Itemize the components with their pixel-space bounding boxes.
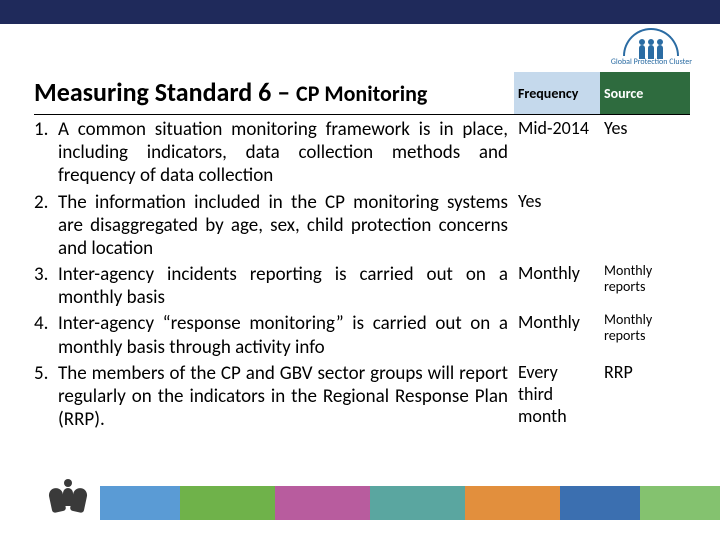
table-row: 2.The information included in the CP mon… <box>34 188 690 261</box>
src-cell: Yes <box>600 115 690 188</box>
freq-cell: Every third month <box>514 359 600 432</box>
table-body: 1.A common situation monitoring framewor… <box>34 115 690 432</box>
title-main: Measuring Standard 6 <box>34 76 271 108</box>
footer-color-strip <box>100 486 720 520</box>
freq-cell: Monthly <box>514 260 600 309</box>
src-cell <box>600 188 690 261</box>
strip-segment <box>100 486 180 520</box>
strip-segment <box>560 486 640 520</box>
freq-cell: Yes <box>514 188 600 261</box>
table-row: 4.Inter-agency “response monitoring” is … <box>34 309 690 358</box>
table-title-cell: Measuring Standard 6 – CP Monitoring <box>34 72 514 115</box>
freq-cell: Monthly <box>514 309 600 358</box>
top-accent-bar <box>0 0 720 24</box>
item-cell: 5.The members of the CP and GBV sector g… <box>34 359 514 432</box>
item-cell: 3.Inter-agency incidents reporting is ca… <box>34 260 514 309</box>
hands-child-icon <box>48 484 88 512</box>
col-header-frequency: Frequency <box>514 72 600 115</box>
src-cell: Monthly reports <box>600 260 690 309</box>
slide: Global Protection Cluster Measuring Stan… <box>0 0 720 540</box>
logo-text: Global Protection Cluster <box>611 58 692 66</box>
logo-people-icon <box>625 45 677 59</box>
strip-segment <box>465 486 560 520</box>
gpc-logo: Global Protection Cluster <box>611 28 692 66</box>
item-cell: 4.Inter-agency “response monitoring” is … <box>34 309 514 358</box>
table-row: 3.Inter-agency incidents reporting is ca… <box>34 260 690 309</box>
src-cell: Monthly reports <box>600 309 690 358</box>
src-cell: RRP <box>600 359 690 432</box>
content-table-wrapper: Measuring Standard 6 – CP Monitoring Fre… <box>34 72 690 431</box>
strip-segment <box>640 486 720 520</box>
strip-segment <box>180 486 275 520</box>
strip-segment <box>275 486 370 520</box>
item-cell: 1.A common situation monitoring framewor… <box>34 115 514 188</box>
table-row: 5.The members of the CP and GBV sector g… <box>34 359 690 432</box>
freq-cell: Mid-2014 <box>514 115 600 188</box>
logo-arc-icon <box>623 28 679 56</box>
strip-segment <box>370 486 465 520</box>
standards-table: Measuring Standard 6 – CP Monitoring Fre… <box>34 72 690 431</box>
col-header-source: Source <box>600 72 690 115</box>
table-row: 1.A common situation monitoring framewor… <box>34 115 690 188</box>
title-sub: CP Monitoring <box>296 80 427 107</box>
title-sep: – <box>271 76 296 108</box>
item-cell: 2.The information included in the CP mon… <box>34 188 514 261</box>
